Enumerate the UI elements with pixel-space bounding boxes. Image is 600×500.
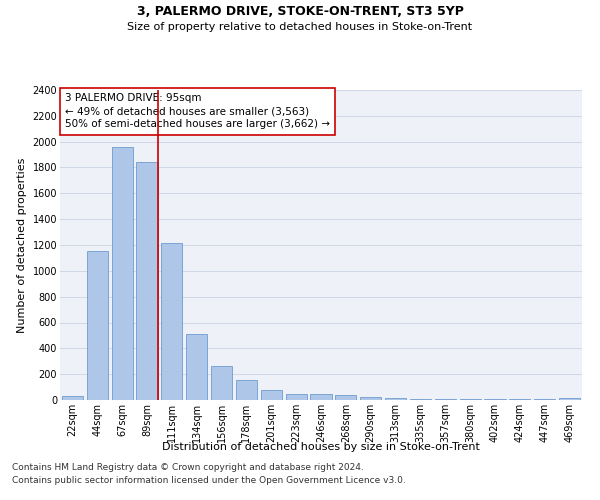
- Bar: [161, 243, 182, 400]
- Bar: [211, 366, 232, 400]
- Text: Contains public sector information licensed under the Open Government Licence v3: Contains public sector information licen…: [12, 476, 406, 485]
- Y-axis label: Number of detached properties: Number of detached properties: [17, 158, 27, 332]
- Bar: [460, 398, 481, 400]
- Bar: [286, 394, 307, 400]
- Bar: [112, 147, 133, 400]
- Bar: [385, 398, 406, 400]
- Text: Size of property relative to detached houses in Stoke-on-Trent: Size of property relative to detached ho…: [127, 22, 473, 32]
- Text: Distribution of detached houses by size in Stoke-on-Trent: Distribution of detached houses by size …: [162, 442, 480, 452]
- Bar: [435, 398, 456, 400]
- Text: 3 PALERMO DRIVE: 95sqm
← 49% of detached houses are smaller (3,563)
50% of semi-: 3 PALERMO DRIVE: 95sqm ← 49% of detached…: [65, 93, 330, 130]
- Bar: [136, 162, 158, 400]
- Bar: [484, 398, 506, 400]
- Bar: [62, 396, 83, 400]
- Text: 3, PALERMO DRIVE, STOKE-ON-TRENT, ST3 5YP: 3, PALERMO DRIVE, STOKE-ON-TRENT, ST3 5Y…: [137, 5, 463, 18]
- Bar: [236, 380, 257, 400]
- Bar: [310, 394, 332, 400]
- Bar: [186, 334, 207, 400]
- Text: Contains HM Land Registry data © Crown copyright and database right 2024.: Contains HM Land Registry data © Crown c…: [12, 464, 364, 472]
- Bar: [261, 390, 282, 400]
- Bar: [410, 398, 431, 400]
- Bar: [87, 252, 108, 400]
- Bar: [559, 398, 580, 400]
- Bar: [335, 395, 356, 400]
- Bar: [360, 398, 381, 400]
